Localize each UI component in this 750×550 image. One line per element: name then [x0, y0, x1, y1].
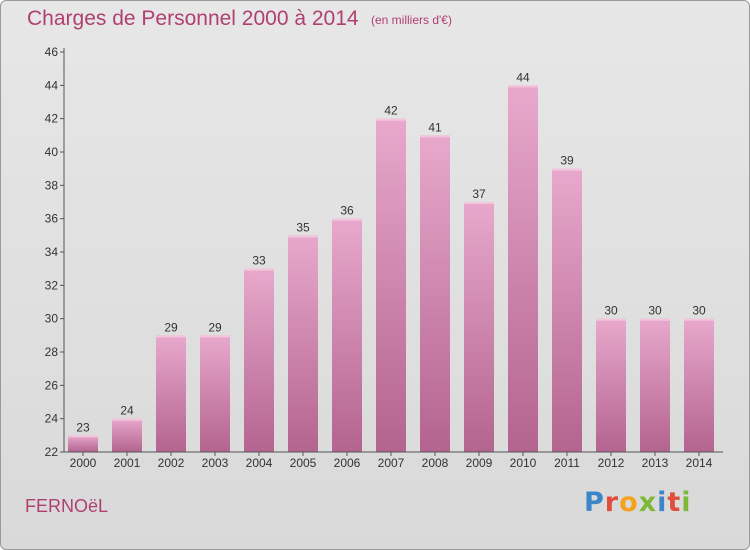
- y-tick-label: 30: [45, 312, 59, 326]
- data-label: 29: [164, 320, 178, 334]
- data-label: 33: [252, 254, 266, 268]
- x-tick-label: 2011: [554, 456, 580, 470]
- bar: [200, 335, 230, 452]
- logo-letter: o: [619, 487, 639, 518]
- y-tick-label: 46: [45, 45, 59, 59]
- logo-letter: r: [604, 487, 620, 518]
- y-tick-label: 24: [45, 412, 59, 426]
- data-label: 42: [384, 104, 398, 118]
- data-label: 35: [296, 220, 310, 234]
- x-tick-label: 2010: [510, 456, 537, 470]
- x-tick-label: 2009: [466, 456, 493, 470]
- bar-top-edge: [112, 418, 142, 421]
- bar-top-edge: [508, 85, 538, 88]
- data-label: 30: [692, 304, 706, 318]
- x-tick-label: 2000: [70, 456, 97, 470]
- bar-top-edge: [420, 135, 450, 138]
- bar: [376, 118, 406, 453]
- bar-top-edge: [640, 318, 670, 321]
- data-label: 30: [604, 304, 618, 318]
- bar-top-edge: [332, 218, 362, 221]
- bar: [332, 218, 362, 452]
- y-tick-label: 40: [45, 145, 59, 159]
- bar-top-edge: [288, 235, 318, 238]
- bar-top-edge: [552, 168, 582, 171]
- y-tick-label: 32: [45, 278, 59, 292]
- x-tick-label: 2001: [114, 456, 141, 470]
- bar: [464, 202, 494, 452]
- y-tick-label: 38: [45, 178, 59, 192]
- bar-top-edge: [684, 318, 714, 321]
- data-label: 30: [648, 304, 662, 318]
- data-label: 39: [560, 154, 574, 168]
- logo-letter: x: [638, 487, 658, 518]
- x-tick-label: 2004: [246, 456, 273, 470]
- proxiti-logo: Proxiti: [584, 487, 692, 518]
- bar: [244, 268, 274, 452]
- bar-top-edge: [376, 118, 406, 121]
- x-tick-label: 2007: [378, 456, 405, 470]
- bar: [596, 318, 626, 452]
- chart-subtitle: (en milliers d'€): [371, 13, 452, 27]
- x-tick-label: 2014: [686, 456, 713, 470]
- bar-top-edge: [596, 318, 626, 321]
- y-tick-label: 26: [45, 378, 59, 392]
- x-tick-label: 2006: [334, 456, 361, 470]
- bar-top-edge: [156, 335, 186, 338]
- bar: [112, 418, 142, 452]
- logo-letter: i: [657, 487, 668, 518]
- bar: [508, 85, 538, 452]
- y-tick-label: 42: [45, 112, 59, 126]
- data-label: 41: [428, 120, 442, 134]
- bar: [684, 318, 714, 452]
- logo-letter: t: [667, 487, 682, 518]
- logo-letter: P: [584, 487, 605, 518]
- y-tick-label: 34: [45, 245, 59, 259]
- y-tick-label: 44: [45, 78, 59, 92]
- data-label: 36: [340, 204, 354, 218]
- bar: [420, 135, 450, 453]
- y-tick-label: 36: [45, 212, 59, 226]
- bar: [288, 235, 318, 452]
- x-tick-label: 2013: [642, 456, 669, 470]
- bar-top-edge: [68, 435, 98, 438]
- logo-letter: i: [681, 487, 692, 518]
- x-tick-label: 2005: [290, 456, 317, 470]
- x-tick-label: 2012: [598, 456, 625, 470]
- bar: [68, 435, 98, 452]
- x-tick-label: 2008: [422, 456, 449, 470]
- data-label: 23: [76, 420, 90, 434]
- commune-name: FERNOëL: [25, 496, 109, 516]
- data-label: 37: [472, 187, 486, 201]
- bar-top-edge: [464, 202, 494, 204]
- data-label: 44: [516, 70, 530, 84]
- data-label: 29: [208, 320, 222, 334]
- bar-top-edge: [200, 335, 230, 338]
- data-label: 24: [120, 404, 134, 418]
- y-tick-label: 28: [45, 345, 59, 359]
- bar: [552, 168, 582, 452]
- chart-title: Charges de Personnel 2000 à 2014: [27, 7, 359, 30]
- bar: [156, 335, 186, 452]
- y-tick-label: 22: [45, 445, 59, 459]
- bar-top-edge: [244, 268, 274, 271]
- x-tick-label: 2003: [202, 456, 229, 470]
- bar: [640, 318, 670, 452]
- x-tick-label: 2002: [158, 456, 185, 470]
